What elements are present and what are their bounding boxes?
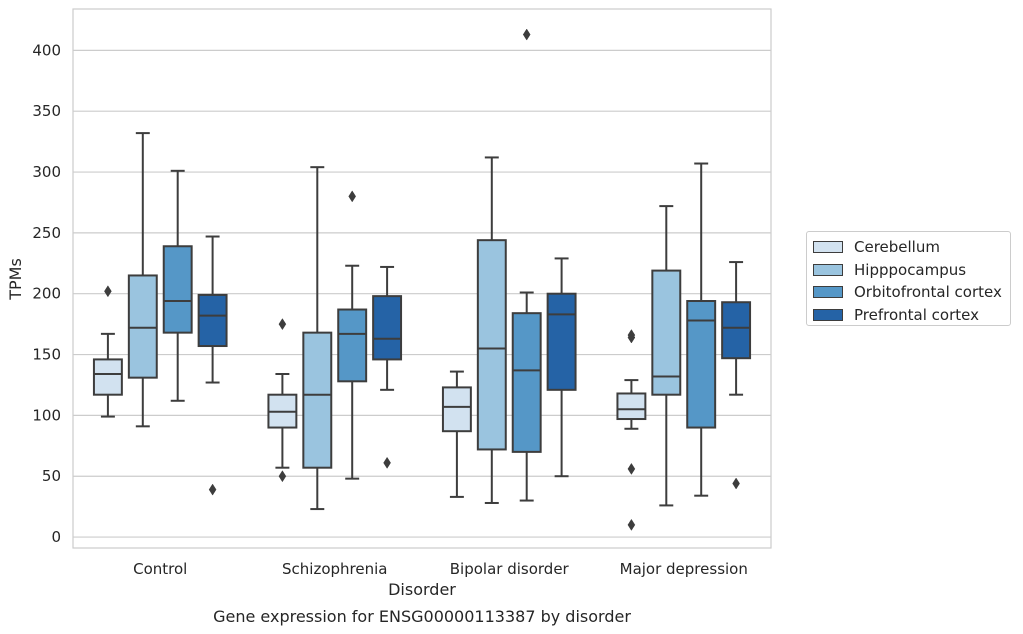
box-series-group: [92, 28, 752, 531]
legend-label: Cerebellum: [854, 238, 940, 257]
outlier-point: [627, 462, 636, 475]
outlier-point: [732, 477, 740, 490]
y-tick-label: 400: [32, 41, 61, 59]
box: [197, 293, 228, 348]
legend: Cerebellum Hipppocampus Orbitofrontal cort…: [806, 231, 1011, 326]
box: [721, 301, 752, 360]
outlier-point: [383, 456, 391, 469]
y-tick-label: 350: [32, 102, 61, 120]
box: [546, 292, 577, 391]
y-tick-label: 300: [32, 163, 61, 181]
y-tick-label: 100: [32, 406, 61, 424]
y-tick-label: 250: [32, 224, 61, 242]
box: [372, 295, 403, 361]
legend-label: Prefrontal cortex: [854, 305, 979, 324]
x-tick-labels: Control Schizophrenia Bipolar disorder Majo…: [133, 560, 748, 578]
y-tick-label: 200: [32, 285, 61, 303]
x-tick-label: Bipolar disorder: [450, 560, 570, 578]
y-tick-label: 50: [42, 467, 61, 485]
box: [511, 312, 542, 453]
legend-label: Hipppocampus: [854, 260, 967, 279]
legend-item: Cerebellum: [813, 236, 1010, 259]
outlier-point: [627, 518, 636, 531]
chart-title: Gene expression for ENSG00000113387 by d…: [213, 607, 631, 626]
box: [162, 245, 193, 334]
legend-swatch: [813, 286, 843, 299]
legend-item: Orbitofrontal cortex: [813, 281, 1010, 304]
box: [616, 392, 647, 421]
box: [441, 386, 472, 433]
outlier-point: [278, 318, 287, 331]
legend-item: Hipppocampus: [813, 259, 1010, 282]
box: [686, 300, 717, 429]
legend-swatch: [813, 308, 843, 321]
outlier-point: [348, 190, 356, 203]
box: [337, 308, 368, 383]
outlier-point: [104, 285, 112, 298]
outlier-point: [278, 470, 287, 483]
y-tick-label: 150: [32, 346, 61, 364]
box: [127, 274, 158, 379]
y-axis-label: TPMs: [6, 258, 25, 301]
y-tick-labels: 0 50 100 150 200 250 300 350 400: [32, 41, 61, 546]
outlier-point: [627, 329, 636, 342]
outlier-point: [522, 28, 531, 41]
box: [651, 269, 682, 396]
x-axis-label: Disorder: [388, 580, 456, 599]
box: [302, 331, 333, 469]
plot-area: [72, 8, 772, 549]
legend-label: Orbitofrontal cortex: [854, 283, 1002, 302]
outlier-point: [208, 483, 217, 496]
x-tick-label: Control: [133, 560, 187, 578]
legend-swatch: [813, 263, 843, 276]
x-tick-label: Schizophrenia: [282, 560, 387, 578]
box: [476, 239, 507, 451]
x-tick-label: Major depression: [620, 560, 748, 578]
legend-item: Prefrontal cortex: [813, 304, 1010, 327]
y-tick-label: 0: [51, 528, 61, 546]
box: [92, 358, 123, 396]
legend-swatch: [813, 241, 843, 254]
